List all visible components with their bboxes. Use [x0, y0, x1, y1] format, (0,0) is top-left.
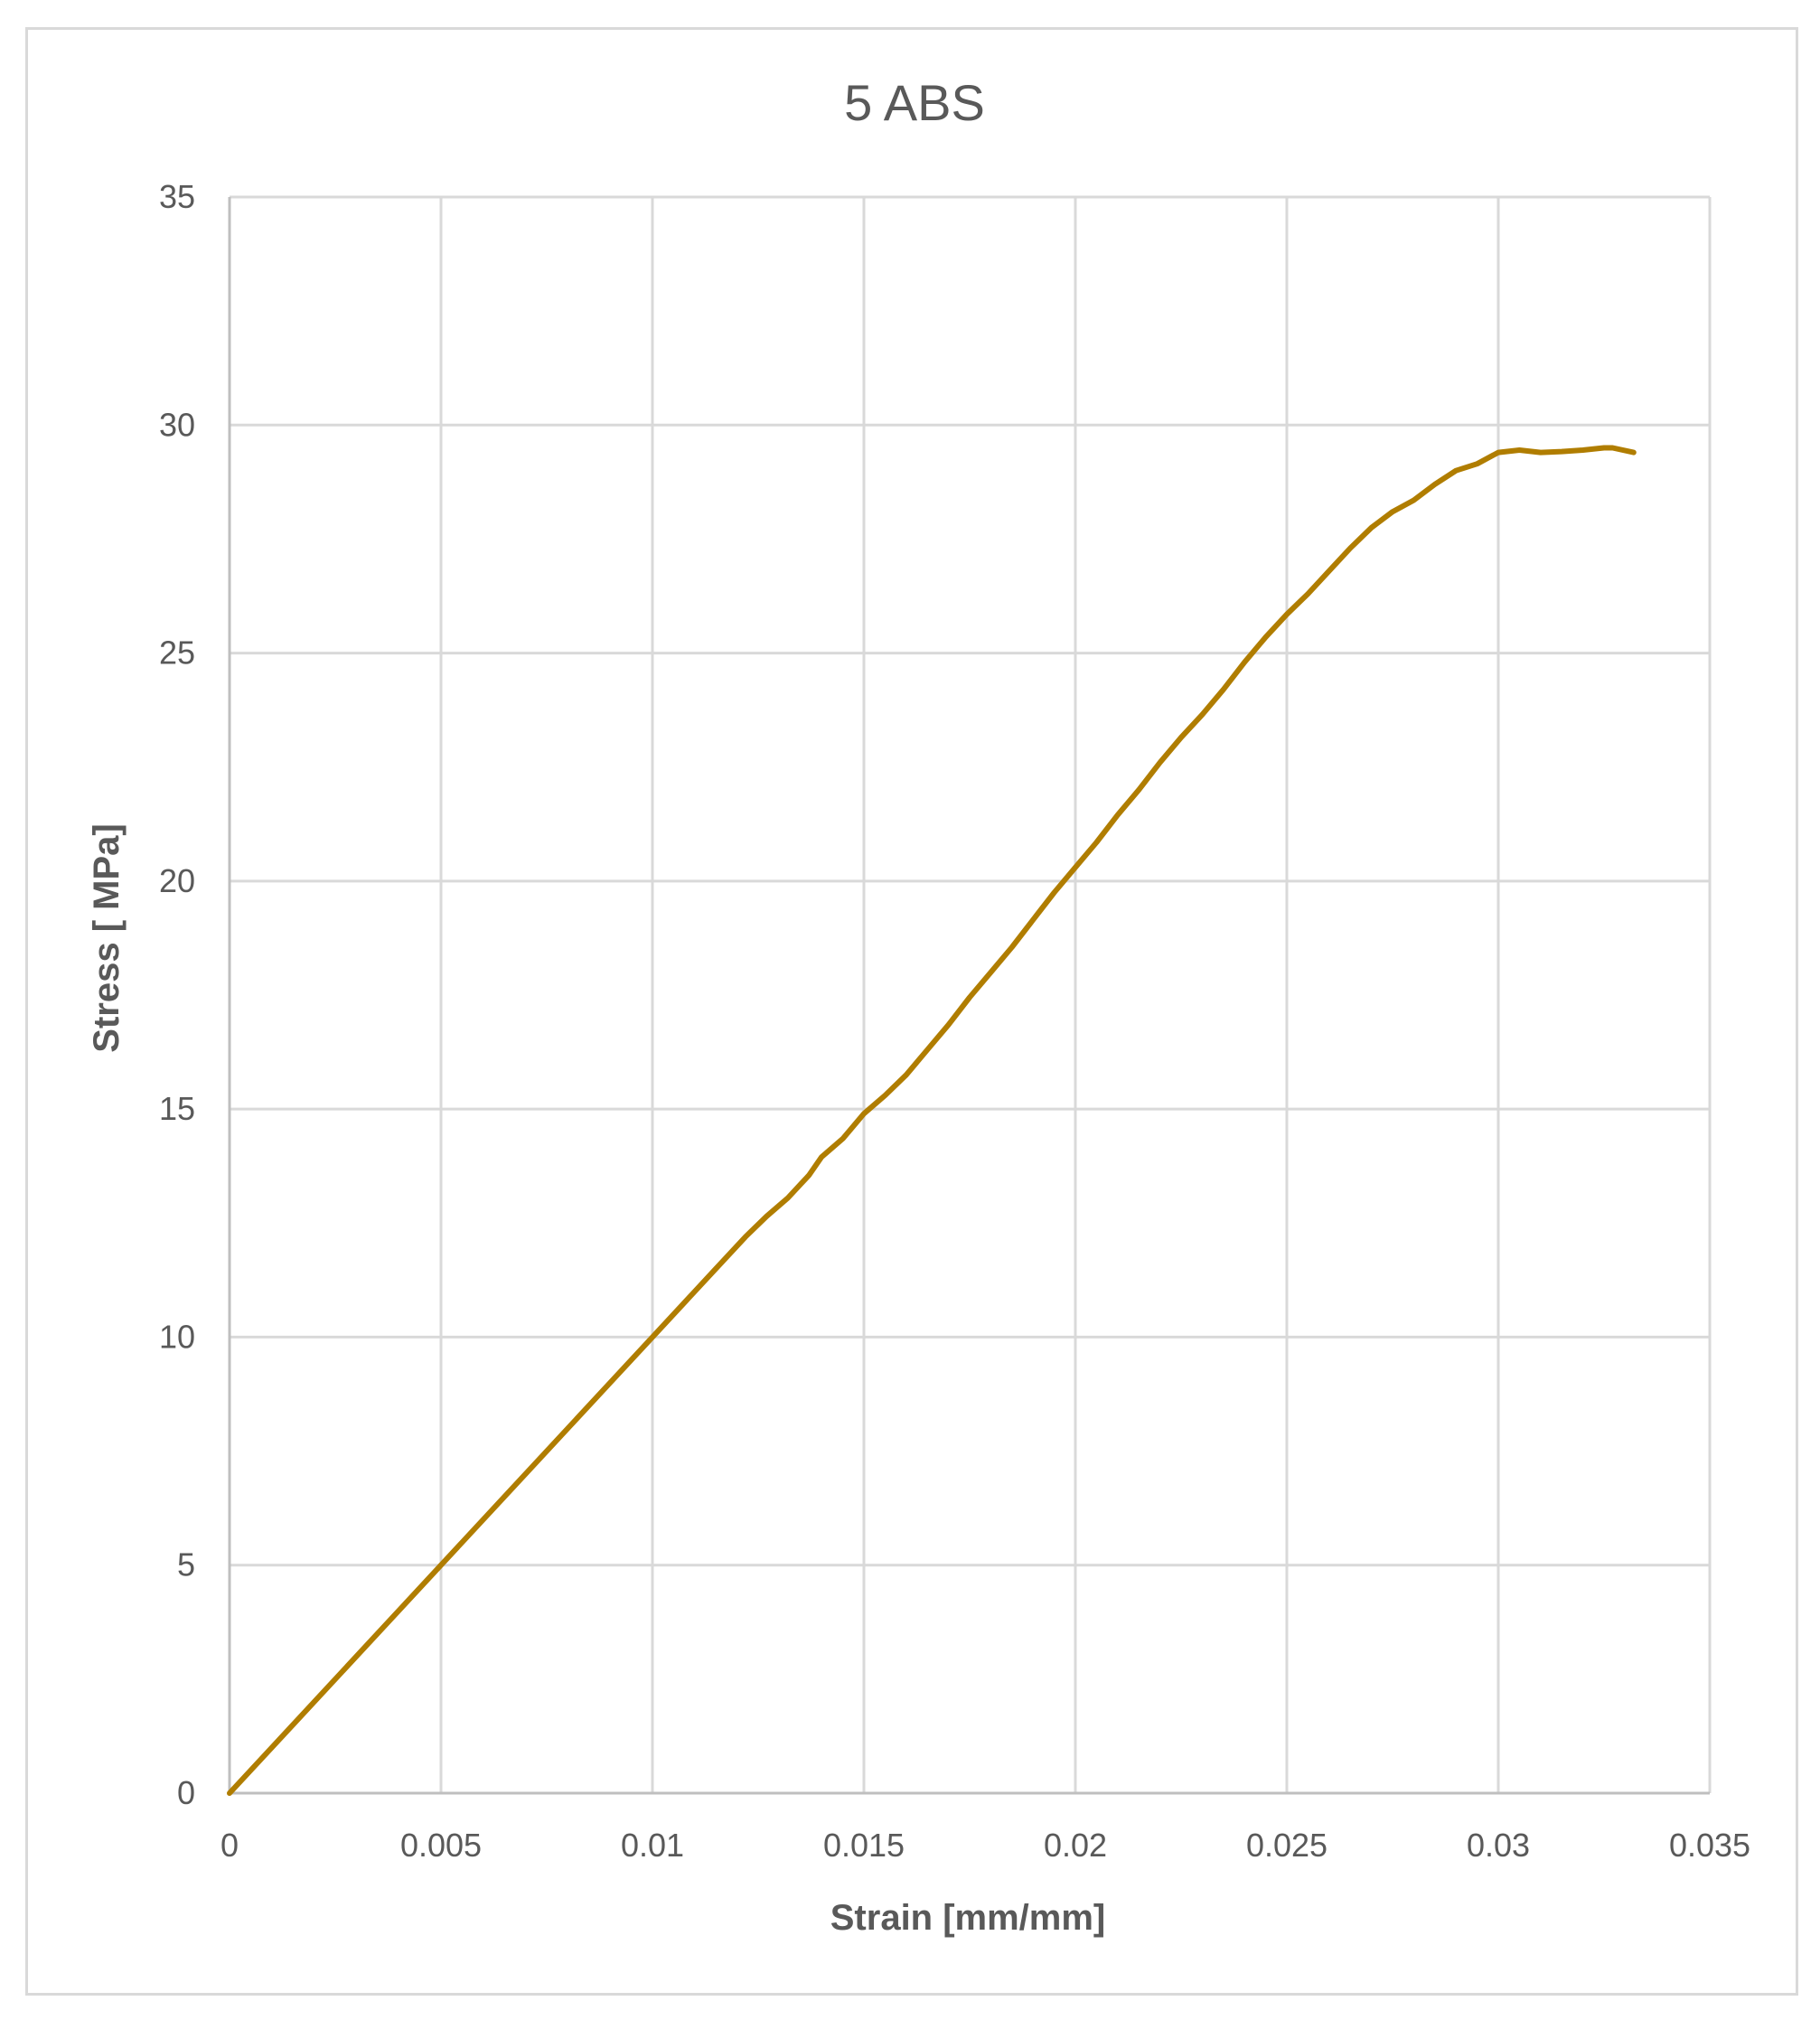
y-tick-label: 5 — [177, 1546, 195, 1583]
x-tick-label: 0 — [220, 1827, 239, 1864]
y-tick-label: 35 — [159, 178, 195, 215]
y-tick-label: 15 — [159, 1090, 195, 1127]
x-tick-label: 0.025 — [1246, 1827, 1327, 1864]
y-tick-label: 25 — [159, 634, 195, 672]
y-tick-label: 20 — [159, 862, 195, 899]
y-tick-label: 30 — [159, 406, 195, 443]
x-tick-label: 0.02 — [1044, 1827, 1107, 1864]
y-tick-label: 10 — [159, 1318, 195, 1355]
x-tick-label: 0.035 — [1669, 1827, 1750, 1864]
series-layer — [227, 445, 1637, 1796]
x-tick-label: 0.015 — [823, 1827, 905, 1864]
chart-area: 0 5 10 15 20 25 30 35 0 0.005 0.01 0.015 0.02 0.025 0… — [25, 27, 1798, 1996]
y-tick-label: 0 — [177, 1774, 195, 1811]
y-tick-labels: 0 5 10 15 20 25 30 35 — [159, 178, 195, 1811]
x-tick-label: 0.01 — [621, 1827, 684, 1864]
gridlines — [230, 195, 1712, 1793]
x-tick-labels: 0 0.005 0.01 0.015 0.02 0.025 0.03 0.035 — [220, 1827, 1750, 1864]
series-line — [227, 445, 1637, 1796]
chart-title: 5 ABS — [844, 74, 985, 131]
x-axis-title: Strain [mm/mm] — [830, 1898, 1106, 1938]
y-axis-title: Stress [ MPa] — [87, 823, 127, 1052]
x-tick-label: 0.005 — [400, 1827, 482, 1864]
x-tick-label: 0.03 — [1467, 1827, 1530, 1864]
axes — [228, 197, 1710, 1795]
